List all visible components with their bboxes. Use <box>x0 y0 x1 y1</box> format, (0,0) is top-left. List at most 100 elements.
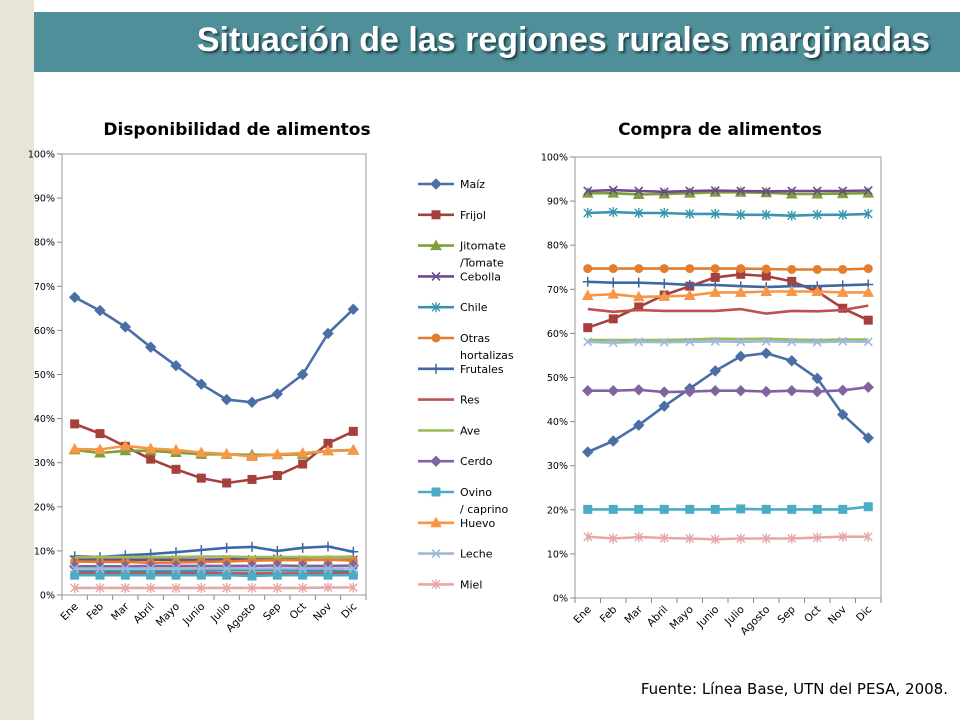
right-point-cebolla <box>710 185 720 196</box>
right-point-leche <box>787 337 797 347</box>
left-point-frijol <box>348 426 358 436</box>
right-point-cerdo <box>862 381 874 393</box>
right-line-jitomate-tomate <box>587 191 869 196</box>
left-line-chile <box>74 568 354 573</box>
left-point-leche <box>222 563 232 574</box>
left-point-frutales <box>247 541 257 552</box>
right-line-miel <box>587 535 869 541</box>
right-x-tick-label: Abril <box>645 604 670 629</box>
right-point-huevo <box>862 286 875 297</box>
left-point-frijol <box>171 464 181 474</box>
right-point-cerdo <box>786 385 798 397</box>
left-point-huevo <box>220 447 233 459</box>
right-point-frutales <box>582 276 593 287</box>
right-point-huevo <box>785 285 798 297</box>
title-banner: Situación de las regiones rurales margin… <box>34 12 960 72</box>
right-point-maiz <box>658 400 670 412</box>
left-x-tick-label: Nov <box>311 601 334 624</box>
left-point-frutales <box>323 541 333 552</box>
right-point-maiz <box>582 446 594 458</box>
right-point-cerdo <box>811 385 823 398</box>
right-point-otras-hortalizas <box>583 264 593 274</box>
right-point-frutales <box>684 279 695 290</box>
right-point-chile <box>659 208 669 219</box>
legend-label-line: hortalizas <box>460 349 514 362</box>
right-point-chile <box>634 208 644 219</box>
right-y-tick-label: 30% <box>547 461 568 472</box>
legend-label-line: Ovino <box>460 486 492 499</box>
right-point-miel <box>787 533 797 544</box>
left-point-maiz <box>68 291 81 304</box>
left-line-ave <box>74 555 354 559</box>
right-point-otras-hortalizas <box>608 264 618 274</box>
right-point-ovino-caprino <box>787 504 797 514</box>
right-point-cerdo <box>633 384 645 396</box>
right-point-cerdo <box>582 385 594 397</box>
right-y-tick-label: 0% <box>553 594 568 605</box>
right-line-ave <box>587 337 869 342</box>
right-point-cebolla <box>659 187 669 197</box>
legend-marker-leche <box>431 549 441 559</box>
left-point-ovino-caprino <box>247 571 257 581</box>
right-point-chile <box>838 209 848 220</box>
right-point-cebolla <box>583 186 593 196</box>
left-y-tick-label: 60% <box>34 326 55 337</box>
right-series-frijol <box>583 269 873 333</box>
left-x-tick-label: Abril <box>131 601 156 626</box>
right-point-otras-hortalizas <box>634 264 644 274</box>
right-point-maiz <box>607 435 619 447</box>
right-point-leche <box>710 336 720 346</box>
right-point-miel <box>812 532 822 543</box>
right-point-otras-hortalizas <box>659 264 669 274</box>
right-point-frijol <box>863 315 873 325</box>
right-point-otras-hortalizas <box>812 264 822 274</box>
right-point-otras-hortalizas <box>761 264 771 274</box>
left-x-tick-label: Feb <box>84 600 106 622</box>
right-point-ovino-caprino <box>634 504 644 514</box>
left-point-frutales <box>272 545 283 556</box>
legend-label-ovino-caprino: Ovino / caprino <box>460 486 509 516</box>
right-point-miel <box>838 531 848 542</box>
right-point-leche <box>863 337 873 347</box>
left-point-ovino-caprino <box>222 570 232 580</box>
left-point-leche <box>196 563 206 574</box>
left-point-frutales <box>297 542 308 553</box>
left-point-frijol <box>95 429 105 439</box>
right-point-ovino-caprino <box>659 504 669 514</box>
left-point-leche <box>298 563 308 574</box>
left-point-miel <box>70 582 80 593</box>
right-point-ovino-caprino <box>685 504 695 514</box>
left-point-maiz <box>347 303 360 315</box>
legend-label-chile: Chile <box>460 301 488 314</box>
right-series-cebolla <box>583 185 873 197</box>
legend-marker-chile <box>431 302 441 313</box>
left-point-frijol <box>272 470 282 480</box>
left-point-maiz <box>144 341 157 353</box>
right-point-cebolla <box>761 186 771 196</box>
legend-label-line: /Tomate <box>460 257 504 270</box>
right-point-maiz <box>633 419 645 431</box>
legend-label-frijol: Frijol <box>460 209 486 222</box>
right-point-huevo <box>734 286 747 297</box>
left-point-maiz <box>246 396 258 408</box>
right-point-chile <box>608 207 618 218</box>
right-series-miel <box>583 531 873 545</box>
left-point-maiz <box>94 304 106 317</box>
right-point-huevo <box>607 288 620 299</box>
right-point-chile <box>685 208 695 219</box>
right-point-miel <box>583 531 593 542</box>
left-point-ovino-caprino <box>323 570 333 580</box>
left-point-miel <box>247 582 257 593</box>
right-point-cerdo <box>684 385 696 398</box>
right-point-miel <box>863 531 873 542</box>
right-series-leche <box>583 336 873 348</box>
right-x-tick-label: Nov <box>826 604 849 627</box>
legend-label-miel: Miel <box>460 578 482 591</box>
right-point-cerdo <box>760 385 772 398</box>
left-point-huevo <box>347 444 360 455</box>
right-point-huevo <box>760 285 773 297</box>
right-point-leche <box>812 337 822 347</box>
right-point-frijol <box>608 314 618 324</box>
legend-label-frutales: Frutales <box>460 363 504 376</box>
left-point-frutales <box>221 542 232 553</box>
